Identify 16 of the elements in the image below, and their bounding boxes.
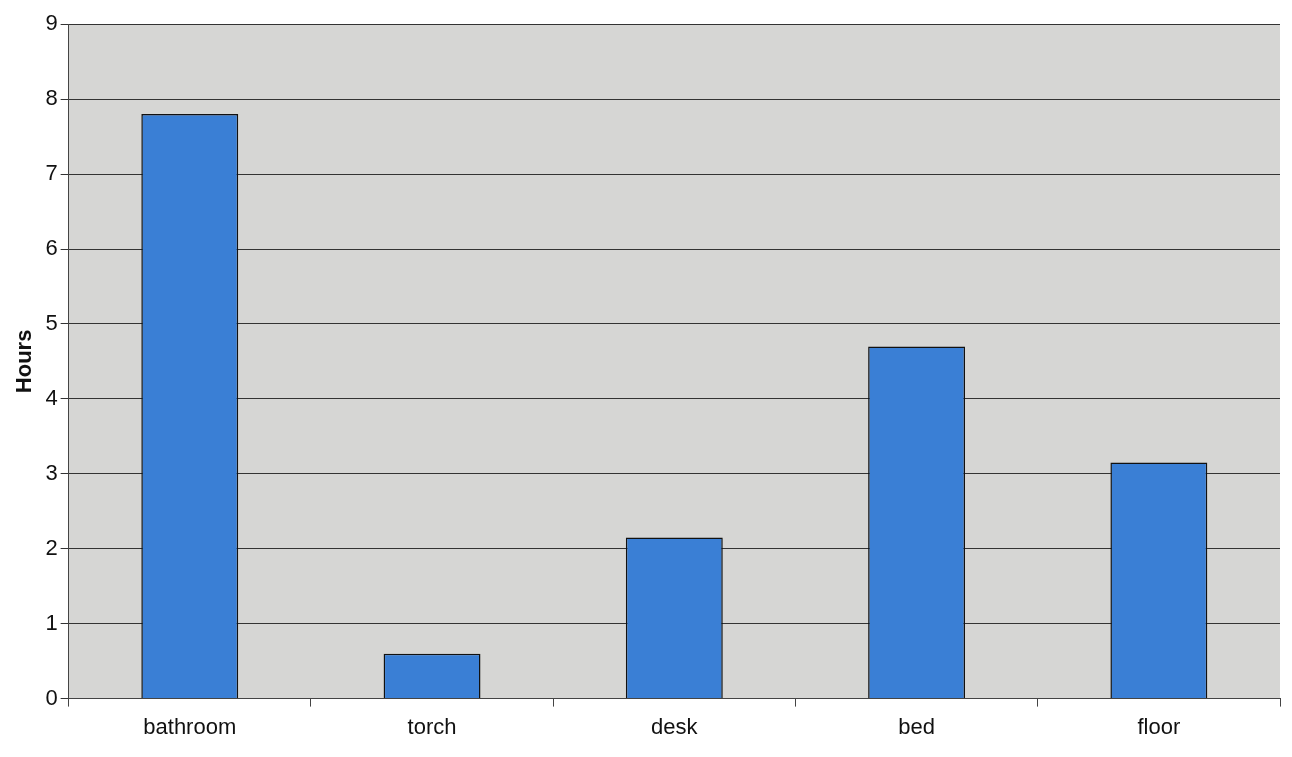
- y-tick-label: 0: [45, 684, 58, 710]
- y-tick-label: 7: [45, 160, 58, 186]
- y-tick-label: 5: [45, 310, 58, 335]
- x-tick-label: bed: [898, 713, 935, 739]
- y-tick-label: 1: [45, 609, 58, 635]
- y-tick-label: 4: [45, 384, 58, 410]
- y-tick-label: 2: [45, 534, 58, 560]
- x-tick-label: floor: [1137, 713, 1181, 739]
- x-tick-label: desk: [651, 713, 699, 739]
- x-tick-label: torch: [407, 713, 457, 739]
- y-tick-label: 9: [45, 10, 58, 36]
- y-axis-title: Hours: [11, 329, 37, 394]
- x-tick-label: bathroom: [143, 713, 237, 739]
- y-tick-label: 8: [45, 85, 58, 111]
- y-tick-label: 6: [45, 235, 58, 261]
- y-tick-label: 3: [45, 459, 58, 485]
